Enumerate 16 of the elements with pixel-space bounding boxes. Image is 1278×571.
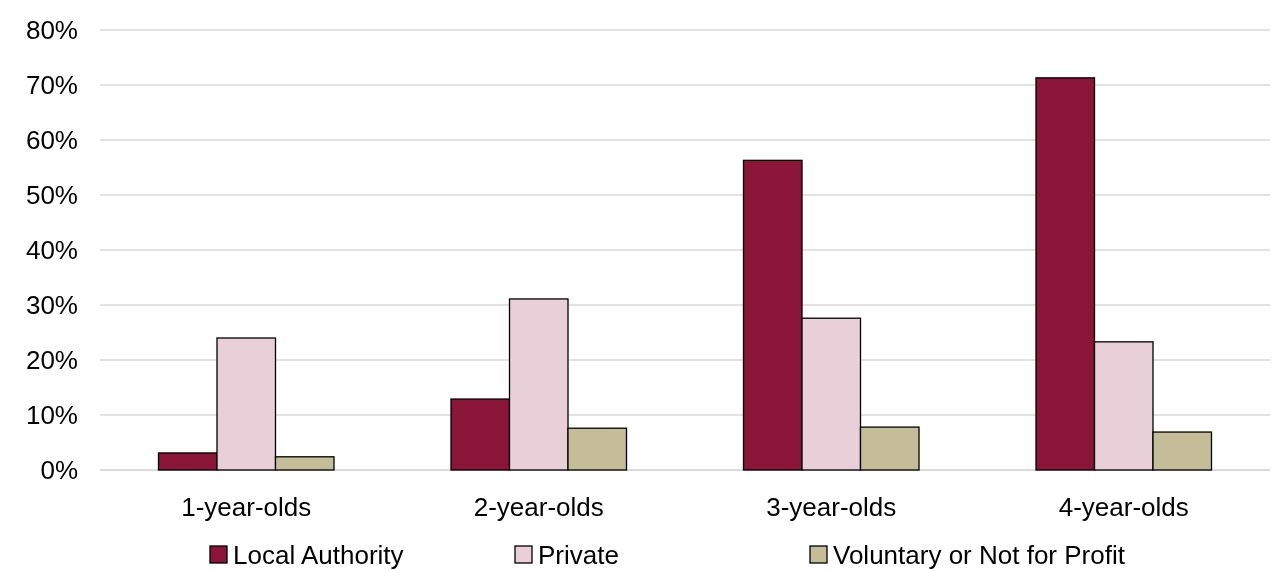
legend-label: Local Authority <box>233 540 404 571</box>
y-tick-label: 80% <box>25 15 78 46</box>
x-tick-label: 2-year-olds <box>473 492 604 522</box>
legend-label: Private <box>538 540 619 571</box>
y-tick-label: 20% <box>25 345 78 376</box>
y-tick-label: 0% <box>40 455 78 486</box>
x-tick-label: 1-year-olds <box>181 492 312 522</box>
x-tick-label: 3-year-olds <box>766 492 897 522</box>
y-tick-label: 10% <box>25 400 78 431</box>
y-tick-label: 70% <box>25 70 78 101</box>
x-tick-label: 4-year-olds <box>1058 492 1189 522</box>
y-tick-label: 40% <box>25 235 78 266</box>
y-tick-label: 30% <box>25 290 78 321</box>
legend-label: Voluntary or Not for Profit <box>833 540 1126 571</box>
y-tick-label: 50% <box>25 180 78 211</box>
y-tick-label: 60% <box>25 125 78 156</box>
